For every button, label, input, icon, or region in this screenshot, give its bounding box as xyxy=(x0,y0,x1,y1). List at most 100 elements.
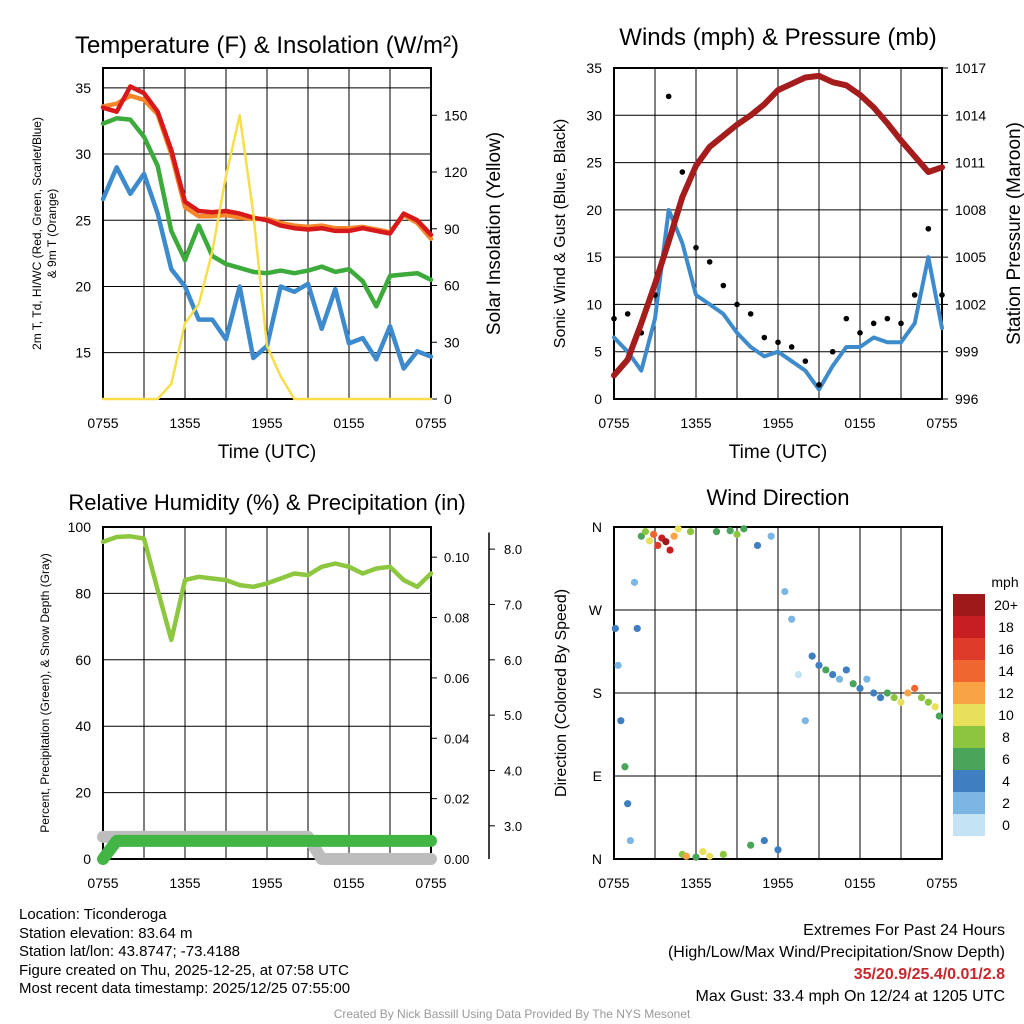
temp-y2tick-label: 0 xyxy=(444,391,452,407)
dir-frame xyxy=(613,526,943,860)
rh-ytick-label: 0 xyxy=(83,851,91,867)
rh-y2tick-label: 0.02 xyxy=(444,792,469,807)
max-gust-text: Max Gust: 33.4 mph On 12/24 at 1205 UTC xyxy=(695,988,1006,1005)
wind-y2label: Station Pressure (Maroon) xyxy=(1004,122,1024,345)
gust-point xyxy=(898,320,904,327)
dir-point xyxy=(747,841,755,849)
legend-swatch xyxy=(953,748,985,770)
legend-label: 2 xyxy=(1002,795,1010,811)
temp-y2tick-label: 60 xyxy=(444,278,460,294)
gust-point xyxy=(870,320,877,327)
gust-point xyxy=(788,344,795,350)
gust-point xyxy=(884,315,891,322)
temp-xtick-label: 1355 xyxy=(169,415,200,431)
temp-ytick-label: 20 xyxy=(75,278,91,294)
dir-point xyxy=(650,530,658,538)
dir-title: Wind Direction xyxy=(706,485,849,510)
rh-y3tick-label: 4.0 xyxy=(504,763,522,778)
dir-point xyxy=(917,694,926,702)
gust-point xyxy=(939,292,945,298)
gust-point xyxy=(611,315,617,322)
wind-xtick-label: 0755 xyxy=(926,415,957,431)
credit-text: Created By Nick Bassill Using Data Provi… xyxy=(333,1007,691,1021)
rh-xtick-label: 0755 xyxy=(415,875,446,891)
dir-ylabel: Direction (Colored By Speed) xyxy=(553,589,570,797)
dir-ytick-label: N xyxy=(592,519,602,535)
wind-y2tick-label: 1017 xyxy=(955,60,986,76)
dir-point xyxy=(617,717,625,725)
legend-swatch xyxy=(953,638,985,660)
wind-xlabel: Time (UTC) xyxy=(729,442,828,463)
wind-ylabel: Sonic Wind & Gust (Blue, Black) xyxy=(552,119,569,348)
wind-series-sonic-wind xyxy=(612,207,944,392)
wind-ytick-label: 5 xyxy=(594,344,602,360)
rh-y3tick-label: 3.0 xyxy=(504,819,522,834)
dir-point xyxy=(924,698,932,706)
gust-point xyxy=(802,358,809,364)
dir-point xyxy=(935,712,943,720)
temp-y2tick-label: 120 xyxy=(444,164,468,180)
legend-swatch xyxy=(953,792,985,814)
gust-point xyxy=(734,301,740,308)
dir-point xyxy=(726,527,734,535)
gust-point xyxy=(747,311,754,317)
dir-point xyxy=(626,836,635,845)
dir-point xyxy=(645,537,654,545)
dir-point xyxy=(637,532,645,540)
rh-y2tick-label: 0.08 xyxy=(444,611,469,626)
gust-point xyxy=(911,292,918,298)
wind-series-gust xyxy=(611,93,945,388)
wind-xtick-label: 0155 xyxy=(844,415,875,431)
dir-point xyxy=(808,652,816,660)
gust-point xyxy=(761,334,768,341)
temp-xtick-label: 0755 xyxy=(415,415,446,431)
temp-xlabel: Time (UTC) xyxy=(218,442,317,463)
dir-point xyxy=(897,698,905,706)
wind-title: Winds (mph) & Pressure (mb) xyxy=(619,24,936,51)
location-text: Location: Ticonderoga xyxy=(19,906,167,923)
dir-point xyxy=(733,530,741,538)
temp-ytick-label: 30 xyxy=(75,146,91,162)
dir-point xyxy=(863,675,871,683)
dir-point xyxy=(692,853,700,861)
dir-ytick-label: E xyxy=(593,768,602,784)
dir-point xyxy=(753,541,762,550)
rh-ytick-label: 40 xyxy=(75,718,91,734)
legend-swatch xyxy=(953,682,985,704)
temp-ylabel-line2: & 9m T (Orange) xyxy=(45,189,59,279)
temp-series-solar-insolation xyxy=(101,114,433,401)
dir-point xyxy=(904,689,912,697)
legend-label: 4 xyxy=(1002,773,1010,789)
rh-y2tick-label: 0.04 xyxy=(444,731,469,746)
gust-point xyxy=(706,259,713,265)
legend-swatch xyxy=(953,704,985,726)
extremes-title: Extremes For Past 24 Hours xyxy=(803,922,1005,939)
rh-y3tick-label: 5.0 xyxy=(504,708,522,723)
dir-point xyxy=(835,675,844,683)
dir-point xyxy=(670,532,678,540)
temp-y2label: Solar Insolation (Yellow) xyxy=(484,132,505,335)
dir-ytick-label: S xyxy=(593,685,602,701)
wind-y2tick-label: 1008 xyxy=(955,202,986,218)
dir-points xyxy=(611,525,943,861)
legend-swatch xyxy=(953,616,985,638)
dir-point xyxy=(794,670,803,679)
gust-point xyxy=(925,225,932,232)
rh-panel xyxy=(97,526,495,865)
dir-point xyxy=(842,666,850,674)
dir-point xyxy=(890,694,898,702)
dir-point xyxy=(829,670,837,679)
rh-ylabel: Percent, Precipitation (Green), & Snow D… xyxy=(38,553,52,832)
rh-ytick-label: 20 xyxy=(75,785,91,801)
extremes-values: 35/20.9/25.4/0.01/2.8 xyxy=(853,966,1005,983)
rh-y2tick-label: 0.10 xyxy=(444,550,469,565)
dir-point xyxy=(699,848,707,856)
wind-ytick-label: 0 xyxy=(594,391,602,407)
dir-point xyxy=(621,763,629,771)
wind-y2tick-label: 1002 xyxy=(955,296,986,312)
wind-ytick-label: 15 xyxy=(586,249,602,265)
dir-point xyxy=(641,528,650,536)
dir-point xyxy=(666,546,674,554)
rh-xtick-label: 0155 xyxy=(333,875,364,891)
wind-panel xyxy=(611,67,948,400)
